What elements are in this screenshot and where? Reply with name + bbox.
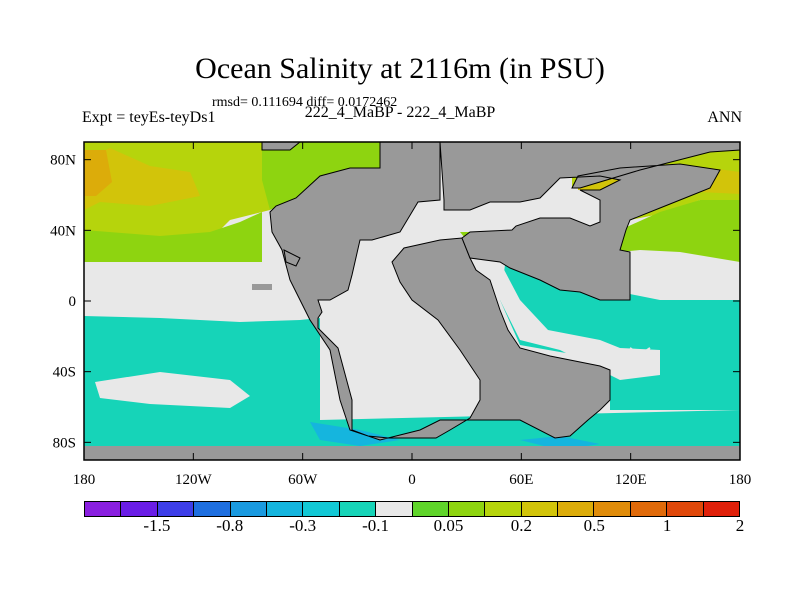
north-pacific-core [84, 148, 200, 210]
colorbar-swatch [303, 502, 340, 516]
lon-tick-label: 60W [288, 472, 318, 488]
lat-tick-label: 40N [50, 223, 76, 239]
colorbar-swatch [667, 502, 704, 516]
lat-tick-label: 0 [69, 294, 77, 310]
lat-tick-label: 40S [53, 365, 76, 381]
map-title: Ocean Salinity at 2116m (in PSU) [195, 52, 605, 85]
map-plot-area [83, 141, 741, 461]
lon-tick-label: 0 [408, 472, 416, 488]
colorbar-swatch [339, 502, 377, 516]
colorbar-swatch [594, 502, 631, 516]
colorbar-label: 0.5 [583, 516, 605, 535]
colorbar-label: 0.05 [433, 516, 464, 535]
tropical-island-coast [283, 249, 301, 267]
lon-tick-label: 60E [509, 472, 533, 488]
northeast-green-band [620, 200, 740, 262]
colorbar-label: -0.8 [216, 516, 244, 535]
colorbar-swatch [230, 502, 267, 516]
colorbar-label: -1.5 [143, 516, 171, 535]
colorbar [84, 501, 740, 517]
colorbar-swatch [121, 502, 158, 516]
north-green-band [84, 212, 262, 262]
comparison-label: 222_4_MaBP - 222_4_MaBP [304, 104, 496, 121]
colorbar-swatch [376, 502, 413, 516]
experiment-label: Expt = teyEs-teyDs1 [82, 109, 216, 126]
colorbar-swatch [266, 502, 304, 516]
pacific-island-coast [252, 284, 272, 290]
colorbar-swatch [703, 502, 740, 516]
colorbar-label: -0.1 [362, 516, 390, 535]
colorbar-label: 1 [662, 516, 672, 535]
colorbar-swatch [630, 502, 668, 516]
colorbar-swatch [521, 502, 559, 516]
season-label: ANN [707, 109, 742, 126]
indian-teal-region [500, 265, 740, 410]
colorbar-swatch [157, 502, 195, 516]
map-axes: 80N 40N 0 40S 80S 180 120W 60W 0 60E 120E 180 [50, 142, 751, 488]
lon-tick-label: 120W [175, 472, 213, 488]
colorbar-label: 2 [735, 516, 745, 535]
colorbar-label: -0.3 [289, 516, 317, 535]
stats-label: rmsd= 0.111694 diff= 0.0172462 [212, 95, 398, 110]
colorbar-swatch [558, 502, 595, 516]
deep-cyan-patch [310, 422, 400, 446]
colorbar-swatch [448, 502, 486, 516]
colorbar-swatch [412, 502, 449, 516]
colorbar-swatch [85, 502, 122, 516]
colorbar-swatch [485, 502, 522, 516]
lon-tick-label: 120E [615, 472, 647, 488]
americas-landmass [261, 141, 611, 441]
lon-tick-label: 180 [73, 472, 96, 488]
tropical-near-zero [470, 258, 660, 380]
lat-tick-label: 80N [50, 153, 76, 169]
lon-tick-label: 180 [729, 472, 752, 488]
near-zero-cross-marks [629, 347, 651, 363]
lat-tick-label: 80S [53, 435, 76, 451]
colorbar-swatch [194, 502, 231, 516]
colorbar-label: 0.2 [510, 516, 532, 535]
south-pacific-near-zero-patch [95, 372, 250, 408]
eurasia-landmass [439, 141, 741, 301]
north-pacific-peak [84, 150, 112, 196]
